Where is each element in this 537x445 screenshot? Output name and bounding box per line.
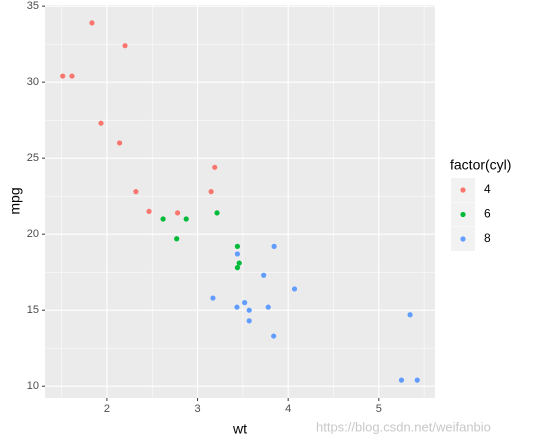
- point: [414, 377, 420, 383]
- x-tick-label: 5: [376, 403, 382, 415]
- legend-marker: [460, 236, 466, 242]
- x-axis-title: wt: [232, 421, 247, 437]
- x-tick-label: 2: [104, 403, 110, 415]
- point: [174, 236, 180, 242]
- point: [98, 120, 104, 126]
- point: [89, 20, 95, 26]
- point: [246, 318, 252, 324]
- y-tick-label: 10: [27, 380, 39, 392]
- point: [234, 243, 241, 249]
- point: [116, 140, 123, 146]
- point: [236, 260, 242, 266]
- x-tick-label: 3: [194, 403, 200, 415]
- point: [407, 312, 413, 318]
- point: [69, 73, 75, 79]
- y-axis-title: mpg: [7, 187, 23, 214]
- legend-marker: [460, 187, 466, 193]
- watermark: https://blog.csdn.net/weifanbio: [316, 419, 491, 434]
- legend-label: 8: [484, 231, 491, 245]
- point: [122, 43, 128, 49]
- y-tick-label: 25: [27, 152, 39, 164]
- point: [398, 377, 405, 383]
- point: [242, 300, 248, 306]
- legend-label: 6: [484, 207, 491, 221]
- x-tick-label: 4: [285, 403, 291, 415]
- point: [271, 333, 277, 339]
- point: [146, 208, 152, 214]
- y-tick-label: 15: [27, 304, 39, 316]
- point: [291, 286, 298, 292]
- point: [261, 272, 267, 278]
- point: [212, 164, 218, 170]
- point: [160, 216, 166, 222]
- point: [234, 265, 241, 271]
- panel-background: [45, 5, 435, 398]
- point: [60, 73, 66, 79]
- y-tick-label: 35: [27, 0, 39, 12]
- legend-label: 4: [484, 182, 491, 196]
- point: [246, 307, 252, 313]
- point: [210, 295, 216, 301]
- legend-marker: [460, 211, 466, 218]
- point: [133, 189, 139, 195]
- legend-title: factor(cyl): [450, 157, 511, 173]
- point: [271, 243, 277, 249]
- point: [214, 210, 220, 216]
- y-tick-label: 20: [27, 228, 39, 240]
- point: [208, 189, 214, 195]
- y-tick-label: 30: [27, 76, 39, 88]
- point: [234, 251, 241, 257]
- point: [174, 210, 181, 216]
- point: [234, 304, 240, 310]
- point: [183, 216, 189, 222]
- point: [265, 304, 271, 310]
